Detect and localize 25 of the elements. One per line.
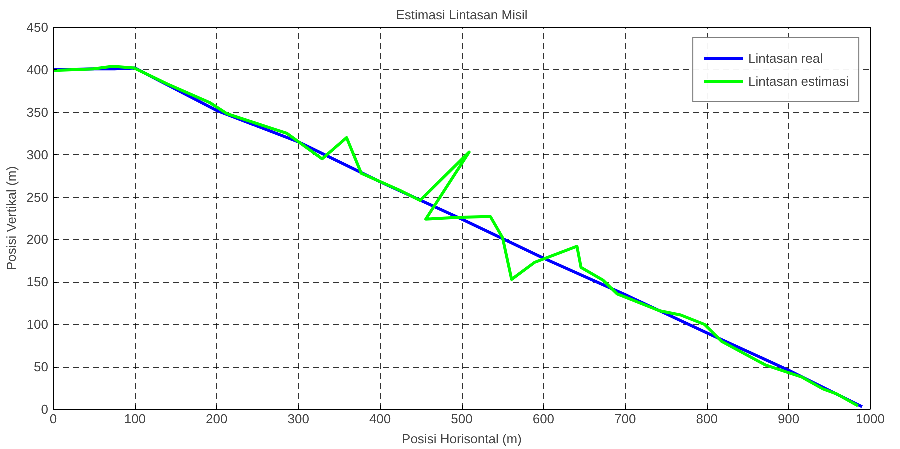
y-tick-label: 350 [26,104,49,120]
x-tick-label: 300 [288,412,310,426]
legend-label: Lintasan estimasi [748,74,849,88]
x-tick-label: 1000 [856,412,885,426]
y-tick-label: 200 [26,232,49,248]
x-tick-label: 500 [451,412,473,426]
y-tick-label: 150 [26,274,49,290]
x-tick-label: 100 [124,412,146,426]
x-tick-label: 700 [614,412,636,426]
chart-title: Estimasi Lintasan Misil [396,8,528,22]
y-tick-label: 400 [26,62,49,78]
x-tick-label: 200 [206,412,228,426]
x-tick-label: 800 [696,412,718,426]
y-tick-label: 100 [26,317,49,332]
x-tick-label: 900 [778,412,800,426]
x-tick-label: 600 [532,412,555,426]
y-tick-label: 250 [26,190,49,205]
y-tick-label: 50 [34,360,49,375]
legend-label: Lintasan real [748,50,823,66]
y-tick-label: 0 [41,402,49,417]
y-tick-label: 450 [26,20,49,35]
y-tick-label: 300 [26,147,49,162]
x-axis-title: Posisi Horisontal (m) [402,432,522,446]
x-tick-label: 400 [369,412,392,426]
y-axis-title: Posisi Vertikal (m) [4,166,19,271]
